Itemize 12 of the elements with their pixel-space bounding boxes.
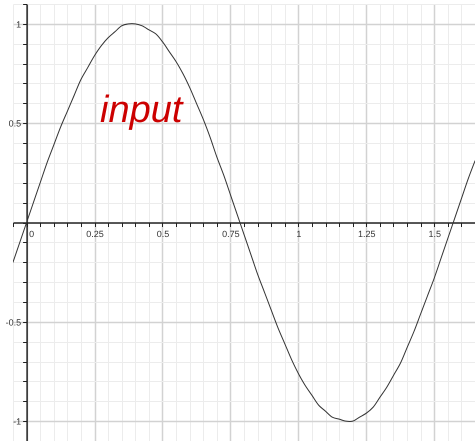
x-tick-label: 0.25: [86, 229, 104, 239]
x-tick-label: 0: [29, 229, 34, 239]
y-tick-label: -0.5: [6, 317, 22, 328]
x-tick-label: 0.75: [222, 229, 240, 239]
x-tick-label: 1.25: [358, 229, 376, 239]
annotation: input: [100, 89, 184, 131]
y-tick-label: 0.5: [8, 118, 22, 129]
y-tick-label: -1: [13, 416, 22, 427]
y-tick-label: 1: [16, 19, 22, 30]
x-tick-label: 0.5: [156, 229, 170, 239]
x-tick-label: 1: [296, 229, 302, 239]
x-tick-label: 1.5: [428, 229, 441, 239]
